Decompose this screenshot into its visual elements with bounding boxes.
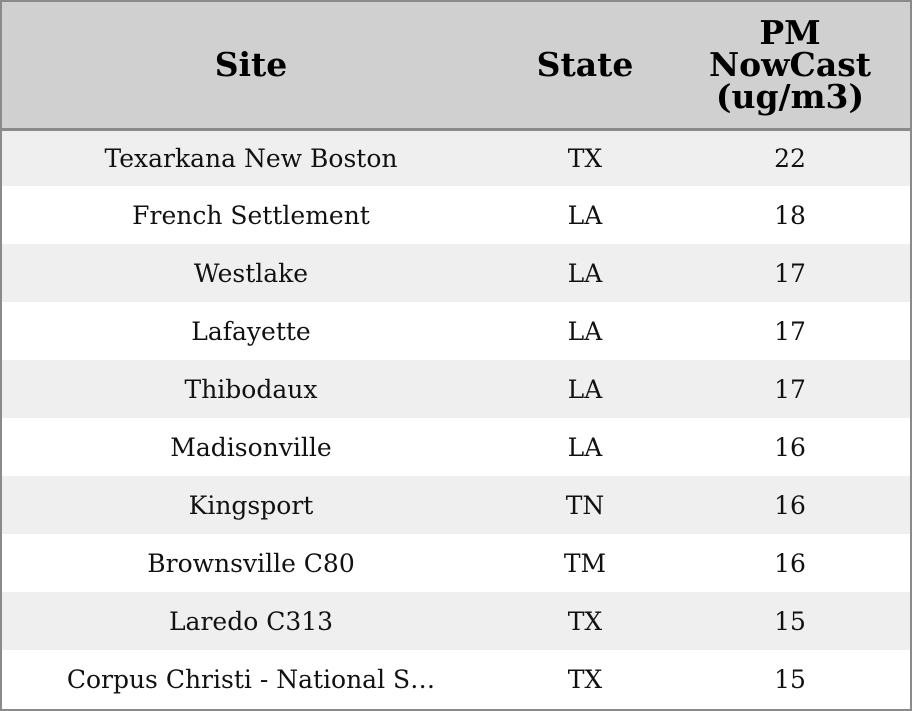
table-row: Thibodaux LA 17 (2, 360, 910, 418)
site-cell: Corpus Christi - National S… (66, 664, 436, 694)
table-row: Laredo C313 TX 15 (2, 592, 910, 650)
pm-value-cell: 15 (774, 664, 806, 694)
pm-value-cell: 22 (774, 143, 806, 173)
pm-value-cell: 17 (774, 258, 806, 288)
site-cell: Westlake (193, 258, 309, 288)
site-cell: Texarkana New Boston (104, 143, 398, 173)
state-cell: LA (567, 374, 603, 404)
column-header-pm-nowcast: PM NowCast (ug/m3) (670, 2, 910, 131)
state-cell: TN (565, 490, 605, 520)
pm-value-cell: 16 (774, 548, 806, 578)
site-cell: French Settlement (132, 200, 370, 230)
table-body: Texarkana New Boston TX 22 French Settlemen… (2, 129, 910, 708)
state-cell: LA (567, 200, 603, 230)
state-cell: LA (567, 258, 603, 288)
pm-value-cell: 17 (774, 316, 806, 346)
table-row: Kingsport TN 16 (2, 476, 910, 534)
pm-value-cell: 15 (774, 606, 806, 636)
state-cell: TX (567, 143, 603, 173)
table-row: Lafayette LA 17 (2, 302, 910, 360)
state-cell: TM (563, 548, 607, 578)
pm-value-cell: 17 (774, 374, 806, 404)
site-cell: Thibodaux (184, 374, 318, 404)
state-cell: TX (567, 606, 603, 636)
pm-value-cell: 16 (774, 490, 806, 520)
table-header-row: Site State PM NowCast (ug/m3) (2, 2, 910, 131)
table-row: French Settlement LA 18 (2, 186, 910, 244)
table-row: Westlake LA 17 (2, 244, 910, 302)
state-cell: LA (567, 316, 603, 346)
table-row: Corpus Christi - National S… TX 15 (2, 650, 910, 708)
column-header-state: State (500, 2, 670, 131)
site-cell: Laredo C313 (168, 606, 334, 636)
site-cell: Kingsport (188, 490, 314, 520)
pm-value-cell: 16 (774, 432, 806, 462)
state-cell: LA (567, 432, 603, 462)
table-row: Brownsville C80 TM 16 (2, 534, 910, 592)
pm-value-cell: 18 (774, 200, 806, 230)
site-cell: Madisonville (170, 432, 332, 462)
state-cell: TX (567, 664, 603, 694)
site-cell: Lafayette (191, 316, 311, 346)
table-row: Madisonville LA 16 (2, 418, 910, 476)
column-header-site: Site (2, 2, 500, 131)
table-row: Texarkana New Boston TX 22 (2, 129, 910, 186)
site-cell: Brownsville C80 (147, 548, 355, 578)
